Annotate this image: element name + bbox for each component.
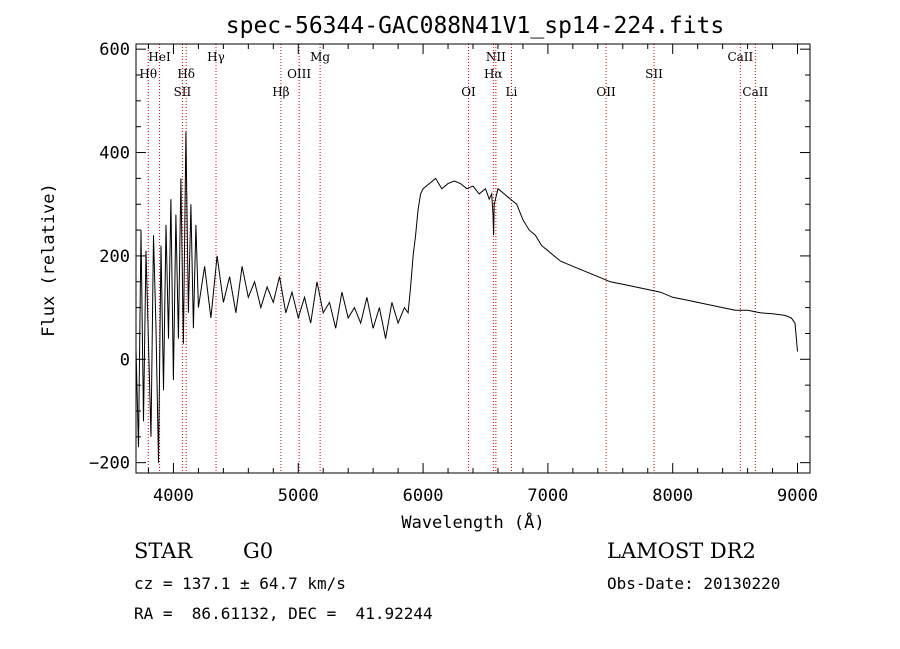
object-class: STAR <box>134 539 193 563</box>
x-tick-label: 6000 <box>403 486 444 506</box>
spectrum-line <box>135 131 798 463</box>
y-axis-label: Flux (relative) <box>39 183 59 337</box>
x-axis-label: Wavelength (Å) <box>401 511 544 533</box>
spectral-line-label: SII <box>645 67 663 81</box>
x-tick-label: 7000 <box>527 486 568 506</box>
redshift-readout: cz = 137.1 ± 64.7 km/s <box>134 574 346 593</box>
axis-ticks <box>136 44 810 473</box>
chart-title: spec-56344-GAC088N41V1_sp14-224.fits <box>226 13 725 39</box>
spectral-line-label: OI <box>461 85 476 99</box>
spectral-line-label: Hθ <box>139 67 157 81</box>
object-subclass: G0 <box>243 539 274 563</box>
x-tick-label: 8000 <box>652 486 693 506</box>
coordinates-readout: RA = 86.61132, DEC = 41.92244 <box>134 604 433 623</box>
y-tick-label: 0 <box>120 350 130 370</box>
x-tick-label: 5000 <box>278 486 319 506</box>
y-tick-label: 200 <box>99 247 130 267</box>
x-tick-label: 4000 <box>153 486 194 506</box>
spectral-line-label: Hα <box>484 67 503 81</box>
axis-tick-labels: 4000 5000 6000 7000 8000 9000 −200 0 200 400 600 <box>89 40 818 506</box>
spectral-line-label: OII <box>596 85 616 99</box>
spectral-line-label: OIII <box>287 67 311 81</box>
spectral-line-label: Mg <box>310 50 330 64</box>
spectral-line-label: CaII <box>727 50 753 64</box>
spectral-line-label: Li <box>506 85 518 99</box>
survey-name: LAMOST DR2 <box>607 539 756 563</box>
spectral-line-label: Hδ <box>177 67 195 81</box>
spectral-line-label: Hβ <box>272 85 289 99</box>
plot-frame <box>135 43 811 474</box>
spectral-line-label: SII <box>174 85 192 99</box>
y-tick-label: 600 <box>99 40 130 60</box>
spectral-line-label: Hγ <box>207 50 225 64</box>
spectral-line-label: HeI <box>148 50 171 64</box>
y-tick-label: −200 <box>89 454 130 474</box>
spectral-line-label: NII <box>486 50 506 64</box>
spectral-line-label: CaII <box>742 85 768 99</box>
x-tick-label: 9000 <box>777 486 818 506</box>
y-tick-label: 400 <box>99 144 130 164</box>
obs-date: Obs-Date: 20130220 <box>607 574 781 593</box>
